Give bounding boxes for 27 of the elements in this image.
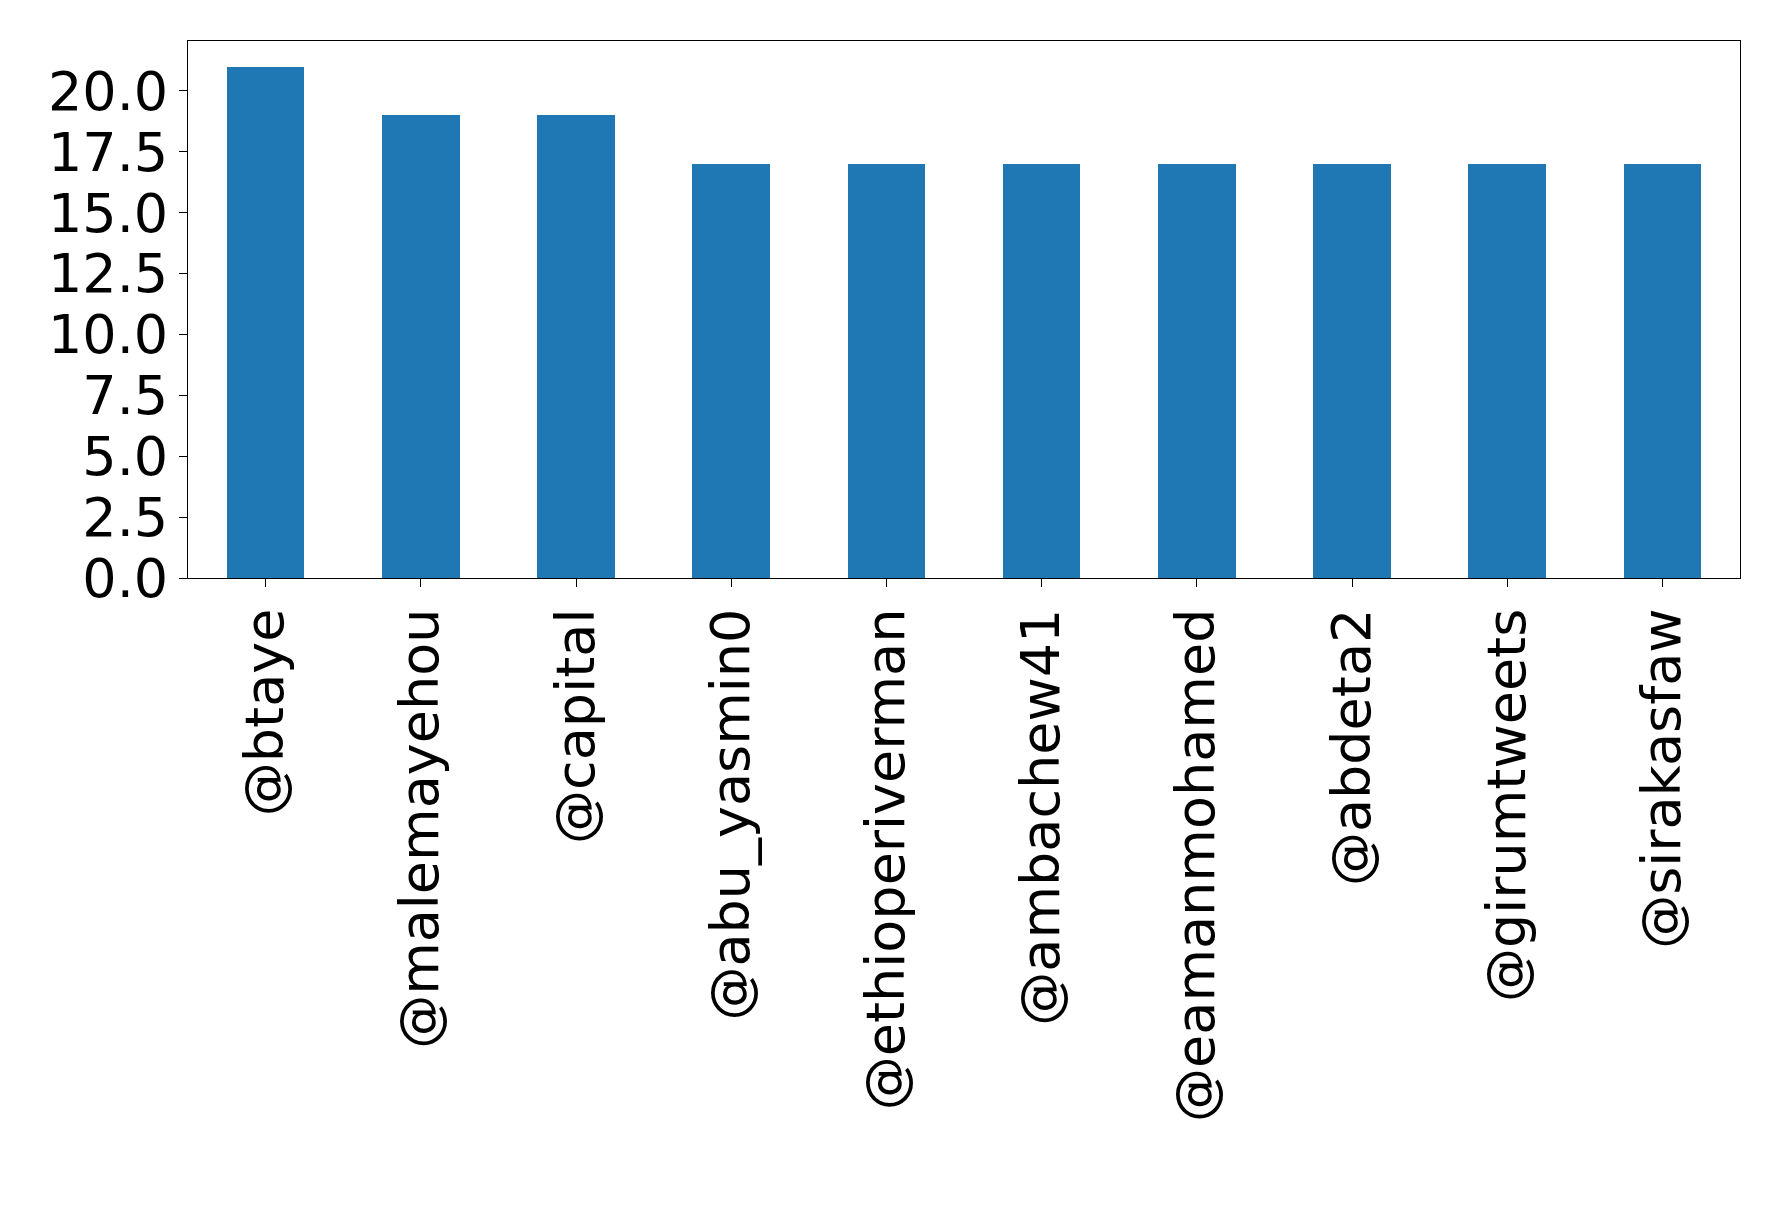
x-tick-label: @capital — [543, 608, 607, 844]
bar — [537, 115, 615, 578]
bar — [1468, 164, 1546, 578]
x-tick-label: @abdeta2 — [1319, 608, 1383, 887]
y-tick-label: 10.0 — [47, 303, 169, 367]
y-tick-label: 15.0 — [47, 181, 169, 245]
bar — [227, 67, 304, 578]
y-tick-label: 17.5 — [47, 120, 169, 184]
y-tick-label: 20.0 — [47, 59, 169, 123]
bar — [1624, 164, 1701, 578]
y-tick-label: 5.0 — [82, 425, 169, 489]
bar — [692, 164, 770, 578]
y-tick-label: 7.5 — [82, 364, 169, 428]
x-tick-label: @girumtweets — [1474, 608, 1538, 1003]
x-tick-label: @ethioperiverman — [853, 608, 917, 1111]
x-tick-label: @eamanmohamed — [1164, 608, 1228, 1122]
x-tick-label: @sirakasfaw — [1629, 608, 1693, 949]
x-tick-label: @abu_yasmin0 — [698, 608, 762, 1021]
bar — [382, 115, 460, 578]
x-tick-label: @malemayehou — [388, 608, 452, 1049]
bar — [848, 164, 925, 578]
x-tick-label: @btaye — [233, 608, 297, 817]
bar — [1313, 164, 1391, 578]
bar — [1003, 164, 1080, 578]
bar — [1158, 164, 1236, 578]
x-tick-label: @ambachew41 — [1009, 608, 1073, 1026]
y-tick-label: 12.5 — [47, 242, 169, 306]
